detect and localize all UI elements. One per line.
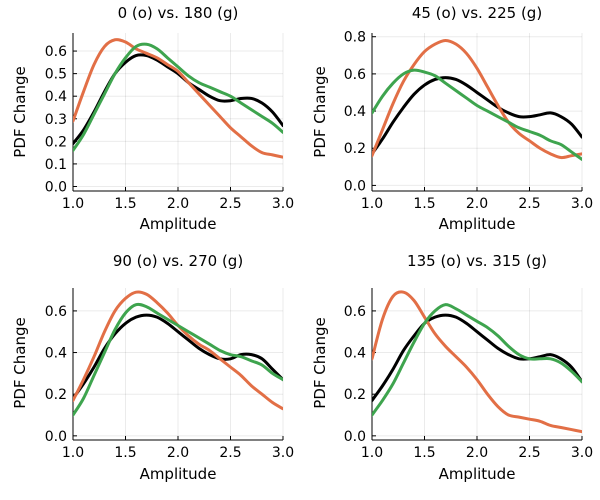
y-tick-label: 0.0	[344, 178, 366, 194]
x-tick-label: 2.5	[518, 196, 540, 212]
y-tick-label: 0.3	[45, 112, 67, 128]
y-tick-label: 0.6	[344, 304, 366, 320]
y-axis-label: PDF Change	[11, 66, 29, 157]
y-tick-label: 0.6	[45, 304, 67, 320]
series-orange-line	[372, 38, 582, 160]
y-tick-label: 0.2	[45, 134, 67, 150]
x-axis-label: Amplitude	[439, 465, 516, 483]
x-tick-label: 1.5	[114, 445, 136, 461]
x-tick-label: 1.5	[413, 445, 435, 461]
series-orange-line	[372, 290, 582, 434]
panel-0-deg: 0 (o) vs. 180 (g) Amplitude PDF Change 1…	[11, 4, 294, 233]
y-tick-label: 0.6	[45, 44, 67, 60]
y-tick-label: 0.2	[45, 387, 67, 403]
x-tick-label: 1.0	[62, 445, 84, 461]
series-black-line	[372, 76, 582, 156]
x-tick-label: 1.5	[413, 196, 435, 212]
x-tick-label: 2.0	[167, 196, 189, 212]
y-tick-label: 0.0	[344, 429, 366, 445]
y-tick-label: 0.5	[45, 67, 67, 83]
x-tick-label: 2.5	[219, 445, 241, 461]
panel-135-deg: 135 (o) vs. 315 (g) Amplitude PDF Change…	[311, 252, 593, 483]
y-tick-label: 0.2	[344, 141, 366, 157]
plot-area: 1.0 1.5 2.0 2.5 3.0 0.0 0.2 0.4 0.6 0.8	[344, 30, 593, 212]
y-axis-label: PDF Change	[11, 317, 29, 408]
y-tick-label: 0.0	[45, 429, 67, 445]
panel-title: 45 (o) vs. 225 (g)	[412, 4, 542, 22]
panel-90-deg: 90 (o) vs. 270 (g) Amplitude PDF Change …	[11, 252, 294, 483]
y-tick-label: 0.0	[45, 179, 67, 195]
y-tick-label: 0.2	[344, 387, 366, 403]
panel-title: 0 (o) vs. 180 (g)	[118, 4, 239, 22]
x-tick-label: 1.0	[361, 196, 383, 212]
panel-45-deg: 45 (o) vs. 225 (g) Amplitude PDF Change …	[311, 4, 593, 233]
y-tick-label: 0.6	[344, 67, 366, 83]
x-tick-label: 2.0	[466, 445, 488, 461]
y-tick-label: 0.4	[45, 89, 67, 105]
x-tick-label: 3.0	[272, 196, 294, 212]
panel-title: 135 (o) vs. 315 (g)	[407, 252, 547, 270]
x-axis-label: Amplitude	[439, 215, 516, 233]
x-tick-label: 2.0	[167, 445, 189, 461]
x-axis-label: Amplitude	[140, 215, 217, 233]
x-tick-label: 2.5	[219, 196, 241, 212]
y-tick-label: 0.4	[344, 346, 366, 362]
y-tick-label: 0.8	[344, 30, 366, 46]
x-tick-label: 3.0	[272, 445, 294, 461]
plot-area: 1.0 1.5 2.0 2.5 3.0 0.0 0.1 0.2 0.3 0.4 0.5 0.6	[45, 33, 294, 212]
panel-title: 90 (o) vs. 270 (g)	[113, 252, 243, 270]
series-green-line	[372, 68, 582, 161]
series-black-line	[372, 313, 582, 402]
x-tick-label: 3.0	[571, 445, 593, 461]
x-tick-label: 1.0	[361, 445, 383, 461]
y-tick-label: 0.1	[45, 157, 67, 173]
x-tick-label: 1.5	[114, 196, 136, 212]
x-tick-label: 3.0	[571, 196, 593, 212]
y-tick-label: 0.4	[344, 104, 366, 120]
x-tick-label: 2.5	[518, 445, 540, 461]
series-green-line	[73, 302, 283, 417]
series-orange-line	[73, 38, 283, 159]
x-tick-label: 1.0	[62, 196, 84, 212]
x-tick-label: 2.0	[466, 196, 488, 212]
y-axis-label: PDF Change	[311, 66, 329, 157]
plot-area: 1.0 1.5 2.0 2.5 3.0 0.0 0.2 0.4 0.6	[344, 288, 593, 461]
plot-area: 1.0 1.5 2.0 2.5 3.0 0.0 0.2 0.4 0.6	[45, 288, 294, 461]
y-axis-label: PDF Change	[311, 317, 329, 408]
y-tick-label: 0.4	[45, 346, 67, 362]
series-green-line	[73, 42, 283, 152]
x-axis-label: Amplitude	[140, 465, 217, 483]
series-green-line	[372, 303, 582, 417]
